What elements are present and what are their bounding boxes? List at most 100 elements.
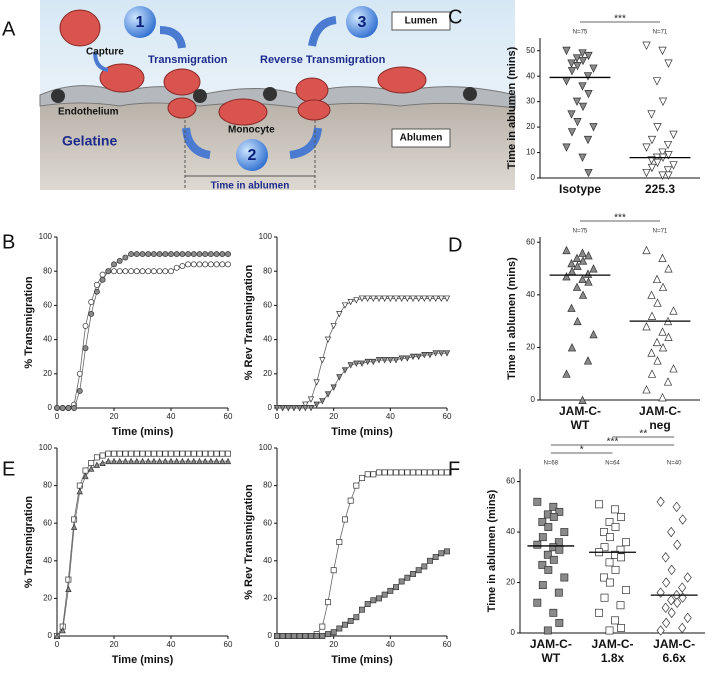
n-label: N=64 bbox=[605, 461, 620, 467]
marker bbox=[653, 158, 662, 168]
marker bbox=[683, 612, 692, 624]
marker bbox=[664, 264, 673, 273]
panel-letter: C bbox=[448, 6, 462, 28]
marker bbox=[562, 143, 571, 152]
y-tick-label: 0 bbox=[48, 403, 53, 412]
marker bbox=[611, 565, 620, 574]
y-tick-label: 0 bbox=[48, 631, 53, 640]
n-label: N=71 bbox=[653, 229, 668, 235]
x-tick-label: 60 bbox=[443, 640, 452, 649]
marker bbox=[549, 608, 558, 617]
marker bbox=[324, 391, 332, 398]
marker bbox=[93, 461, 101, 468]
marker bbox=[653, 298, 662, 307]
nucleus bbox=[193, 89, 207, 103]
marker bbox=[652, 274, 662, 284]
marker bbox=[642, 143, 651, 152]
x-tick-label: 40 bbox=[386, 412, 395, 421]
marker bbox=[567, 67, 577, 76]
y-tick-label: 40 bbox=[526, 71, 535, 80]
marker bbox=[664, 171, 673, 180]
marker bbox=[398, 469, 405, 476]
marker bbox=[393, 469, 399, 476]
marker bbox=[347, 362, 354, 369]
significance-label: *** bbox=[614, 14, 626, 25]
marker bbox=[341, 367, 349, 374]
marker bbox=[325, 599, 331, 606]
marker bbox=[99, 276, 106, 283]
marker bbox=[179, 450, 186, 457]
marker bbox=[213, 457, 220, 465]
marker bbox=[667, 526, 676, 538]
marker bbox=[667, 564, 676, 576]
marker bbox=[538, 560, 547, 569]
marker bbox=[611, 616, 619, 625]
marker bbox=[59, 626, 66, 634]
x-tick-label: 0 bbox=[55, 640, 60, 649]
marker bbox=[162, 450, 169, 457]
marker bbox=[122, 450, 129, 457]
label-box bbox=[391, 128, 451, 148]
marker bbox=[173, 264, 180, 271]
marker bbox=[122, 268, 129, 275]
marker bbox=[616, 601, 625, 610]
n-label: N=75 bbox=[573, 229, 588, 235]
marker bbox=[647, 156, 656, 165]
marker bbox=[647, 110, 656, 119]
y-tick-label: 40 bbox=[263, 335, 272, 344]
marker bbox=[273, 405, 281, 412]
marker bbox=[185, 251, 192, 258]
marker bbox=[190, 251, 197, 258]
marker bbox=[139, 251, 146, 258]
marker bbox=[605, 558, 614, 567]
marker bbox=[647, 369, 657, 378]
marker bbox=[179, 457, 186, 465]
marker bbox=[308, 633, 314, 639]
marker bbox=[421, 352, 428, 359]
marker bbox=[600, 593, 609, 602]
marker bbox=[658, 97, 668, 107]
marker bbox=[444, 469, 450, 476]
diagram-label: Reverse Transmigration bbox=[260, 54, 386, 66]
marker bbox=[274, 633, 280, 639]
marker bbox=[190, 450, 197, 457]
marker bbox=[432, 295, 439, 302]
marker bbox=[319, 398, 326, 405]
marker bbox=[669, 306, 678, 315]
arrow bbox=[308, 16, 337, 47]
marker bbox=[364, 358, 371, 366]
x-tick-label: 20 bbox=[329, 640, 338, 649]
marker bbox=[353, 360, 360, 367]
marker bbox=[658, 253, 667, 262]
marker bbox=[426, 295, 434, 302]
marker bbox=[127, 457, 135, 465]
marker bbox=[381, 295, 388, 302]
marker bbox=[313, 633, 320, 639]
marker bbox=[647, 290, 656, 299]
marker bbox=[647, 135, 657, 145]
marker bbox=[443, 295, 451, 302]
y-tick-label: 20 bbox=[526, 343, 535, 352]
marker bbox=[65, 576, 72, 583]
x-tick-label: 60 bbox=[443, 412, 452, 421]
diagram-label: Capture bbox=[86, 47, 124, 58]
diagram: 1 2 3 Capture Transmigration Reverse Tra… bbox=[39, 0, 516, 192]
marker bbox=[578, 248, 587, 257]
series-line bbox=[57, 253, 228, 409]
marker bbox=[656, 496, 665, 508]
marker bbox=[605, 518, 614, 526]
x-tick-label: JAM-C-WT bbox=[530, 637, 572, 665]
y-tick-label: 20 bbox=[43, 369, 52, 378]
marker bbox=[279, 633, 286, 639]
marker bbox=[185, 450, 192, 457]
marker bbox=[364, 601, 371, 607]
marker bbox=[663, 166, 673, 175]
marker bbox=[589, 329, 598, 339]
marker bbox=[562, 46, 571, 56]
marker bbox=[404, 469, 411, 476]
marker bbox=[672, 501, 681, 513]
marker bbox=[583, 135, 593, 145]
arrow bbox=[182, 127, 211, 159]
x-tick-label: JAM-C-WT bbox=[559, 404, 601, 432]
